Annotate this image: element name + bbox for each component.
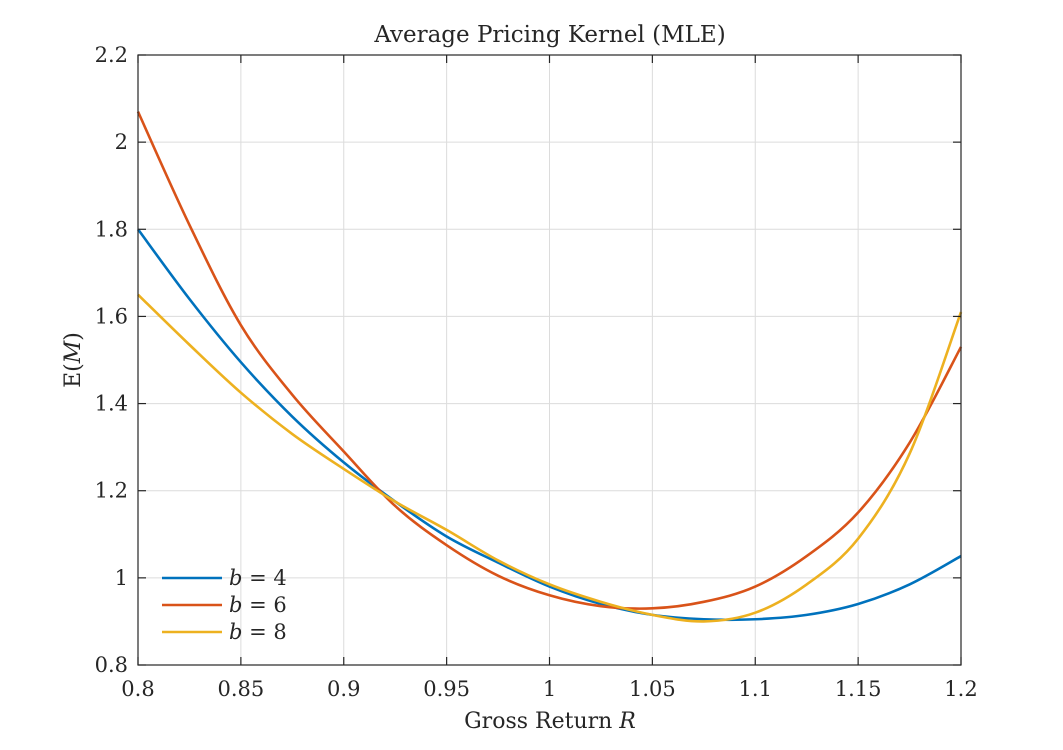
series-line-3 bbox=[137, 293, 963, 623]
x-tick-label: 0.8 bbox=[121, 677, 154, 701]
y-tick-label: 0.8 bbox=[95, 653, 128, 677]
x-axis-title-text: Gross Return bbox=[464, 709, 619, 734]
x-axis-title: Gross Return R bbox=[464, 709, 636, 734]
y-tick-labels: 0.8 1 1.2 1.4 1.6 1.8 2 2.2 bbox=[95, 43, 128, 677]
y-axis-title-pre: E( bbox=[61, 363, 86, 388]
x-tick-label: 1.15 bbox=[835, 677, 882, 701]
y-tick-label: 1.6 bbox=[95, 304, 128, 328]
x-axis-title-variable: R bbox=[618, 709, 636, 734]
legend-label-1: b = 4 bbox=[229, 566, 287, 590]
legend-label-3: b = 8 bbox=[229, 620, 287, 644]
y-tick-label: 2.2 bbox=[95, 43, 128, 67]
legend-label-value: = 4 bbox=[242, 566, 286, 590]
legend-label-variable: b bbox=[229, 566, 242, 590]
x-tick-labels: 0.8 0.85 0.9 0.95 1 1.05 1.1 1.15 1.2 bbox=[121, 677, 977, 701]
series-curves bbox=[136, 111, 963, 623]
legend: b = 4b = 6b = 8 bbox=[162, 566, 287, 644]
legend-label-value: = 6 bbox=[242, 593, 286, 617]
y-tick-label: 1.2 bbox=[95, 479, 128, 503]
y-tick-label: 1 bbox=[115, 566, 128, 590]
x-tick-label: 1.2 bbox=[944, 677, 977, 701]
x-tick-label: 1.1 bbox=[739, 677, 772, 701]
x-tick-label: 0.85 bbox=[217, 677, 264, 701]
y-tick-label: 2 bbox=[115, 130, 128, 154]
tick-marks bbox=[137, 54, 962, 666]
x-tick-label: 0.9 bbox=[327, 677, 360, 701]
series-line-2 bbox=[136, 111, 963, 610]
x-tick-label: 0.95 bbox=[423, 677, 470, 701]
chart-title: Average Pricing Kernel (MLE) bbox=[373, 22, 725, 48]
y-axis-title-variable: M bbox=[61, 340, 86, 364]
series-line-1 bbox=[136, 228, 962, 622]
y-tick-label: 1.4 bbox=[95, 392, 128, 416]
y-axis-title: E(M) bbox=[61, 332, 86, 388]
legend-label-2: b = 6 bbox=[229, 593, 287, 617]
x-tick-label: 1 bbox=[543, 677, 556, 701]
y-axis-title-post: ) bbox=[61, 332, 86, 341]
y-tick-label: 1.8 bbox=[95, 217, 128, 241]
x-tick-label: 1.05 bbox=[629, 677, 676, 701]
legend-label-value: = 8 bbox=[242, 620, 286, 644]
legend-label-variable: b bbox=[229, 620, 242, 644]
legend-label-variable: b bbox=[229, 593, 242, 617]
